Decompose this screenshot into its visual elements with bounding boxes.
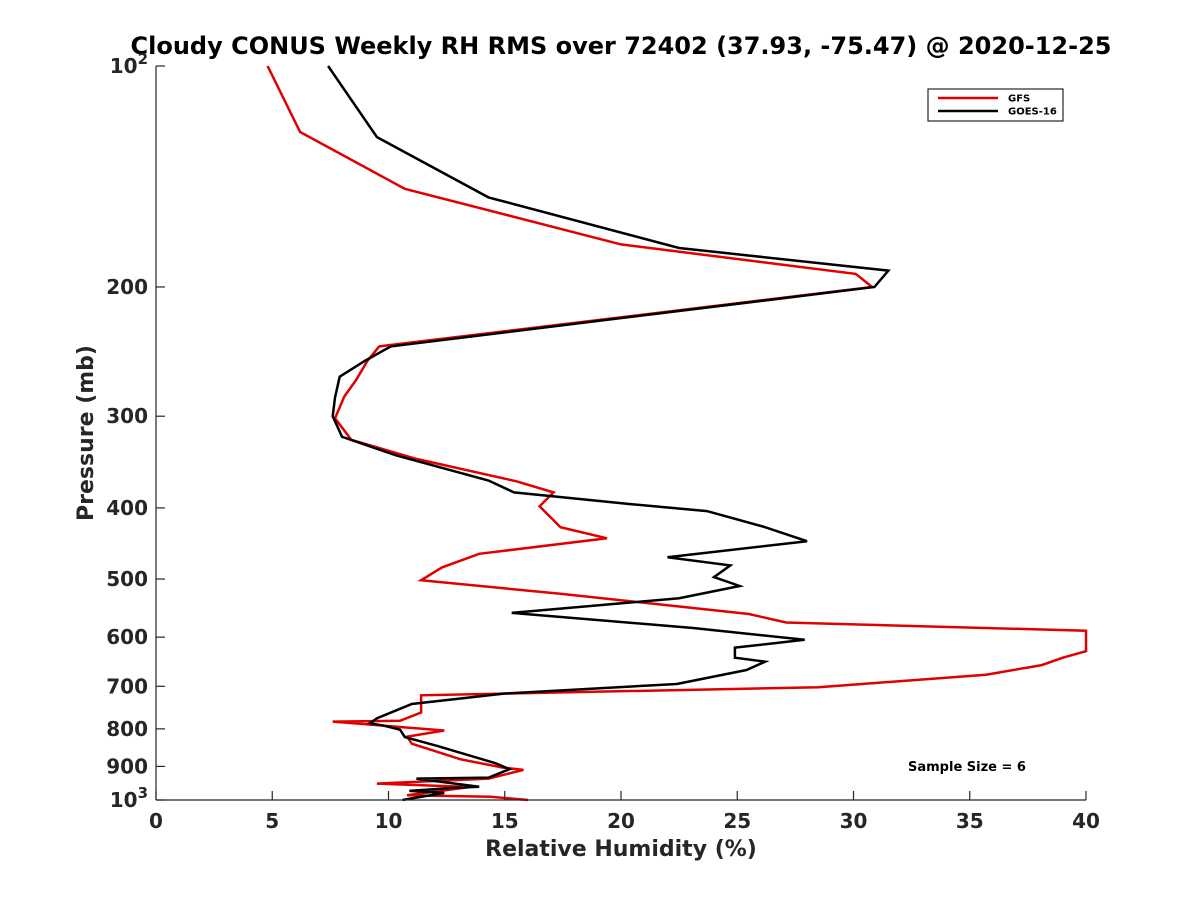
legend-box [927, 88, 1064, 122]
x-tick-label: 40 [1072, 809, 1100, 833]
x-tick-label: 30 [840, 809, 868, 833]
y-tick-label: 103 [110, 784, 148, 812]
series-line-goes-16 [327, 65, 891, 802]
y-axis-label: Pressure (mb) [74, 345, 99, 521]
x-tick-label: 25 [723, 809, 751, 833]
y-ticks: 102 200 300 400 500 600 700 800 900 103 [106, 50, 165, 812]
y-tick-label: 300 [106, 404, 148, 428]
legend-label-gfs: GFS [1008, 94, 1030, 105]
legend: GFS GOES-16 [927, 88, 1064, 122]
x-ticks: 0 5 10 15 20 25 30 35 40 [149, 791, 1100, 833]
x-axis-label: Relative Humidity (%) [485, 837, 757, 862]
sample-size-annotation: Sample Size = 6 [908, 760, 1026, 775]
chart-title: Cloudy CONUS Weekly RH RMS over 72402 (3… [131, 32, 1112, 60]
y-tick-label: 400 [106, 496, 148, 520]
plot-background [156, 66, 1086, 800]
y-tick-label: 900 [106, 754, 148, 778]
series-layer [266, 65, 1088, 802]
x-tick-label: 20 [607, 809, 635, 833]
series-line-gfs [266, 65, 1088, 802]
x-tick-label: 5 [265, 809, 279, 833]
legend-label-goes-16: GOES-16 [1008, 107, 1057, 118]
x-tick-label: 35 [956, 809, 984, 833]
y-tick-label: 200 [106, 275, 148, 299]
y-tick-label: 600 [106, 625, 148, 649]
plot-area [156, 66, 1086, 800]
y-tick-label: 800 [106, 717, 148, 741]
x-tick-label: 0 [149, 809, 163, 833]
y-tick-label: 700 [106, 674, 148, 698]
y-tick-label: 500 [106, 567, 148, 591]
y-tick-label: 102 [110, 50, 148, 78]
x-tick-label: 15 [491, 809, 519, 833]
x-tick-label: 10 [375, 809, 403, 833]
